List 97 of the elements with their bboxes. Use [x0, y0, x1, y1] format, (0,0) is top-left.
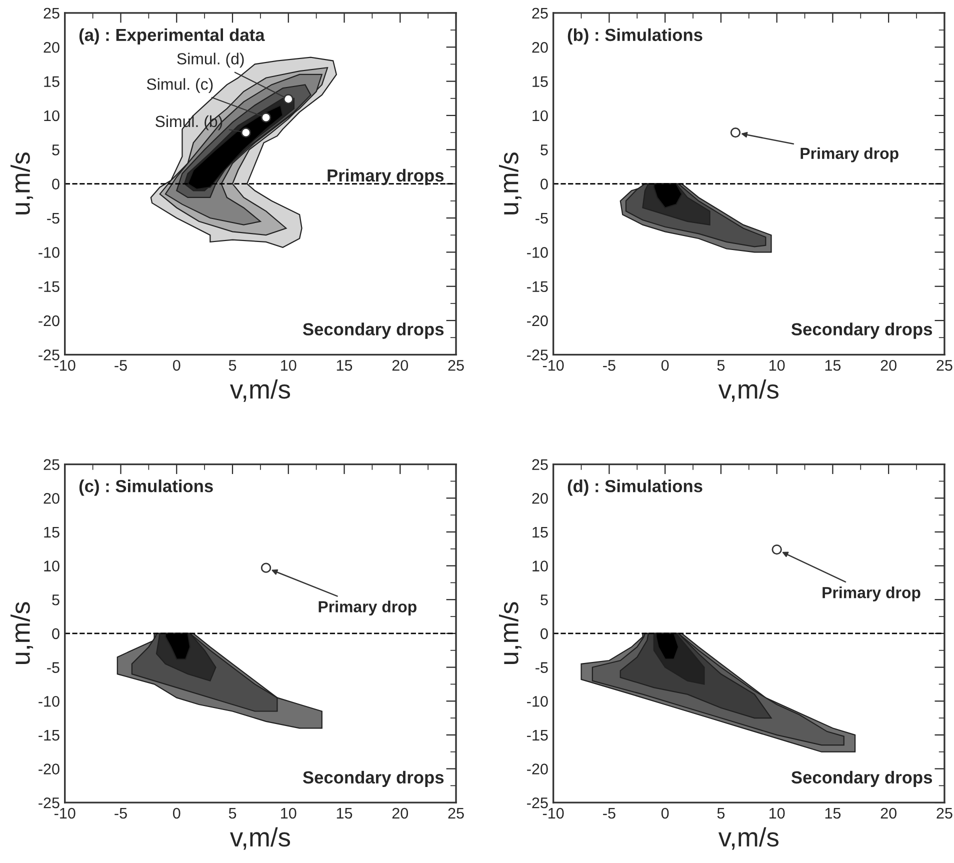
y-tick-label: 5 [540, 594, 548, 606]
x-axis-title: v,m/s [230, 379, 290, 402]
y-tick-label: -20 [38, 315, 60, 326]
annotation: Primary drops [328, 168, 444, 186]
y-tick-label: -10 [38, 696, 60, 707]
x-tick-label: 5 [717, 360, 725, 371]
y-tick-label: -15 [38, 730, 60, 741]
y-tick-label: -15 [527, 281, 548, 292]
y-tick-label: -25 [38, 350, 60, 360]
y-tick-label: 0 [540, 628, 548, 640]
y-tick-label: 20 [532, 492, 548, 504]
x-tick-label: -5 [114, 360, 127, 371]
y-tick-label: 10 [44, 560, 60, 572]
y-tick-label: 0 [52, 628, 60, 640]
annotation: Primary drop [318, 600, 416, 616]
y-tick-label: -20 [527, 764, 548, 774]
y-tick-label: 5 [540, 144, 548, 156]
x-tick-label: 5 [717, 808, 725, 819]
y-tick-label: 25 [532, 459, 548, 470]
y-axis-title: u,m/s [499, 602, 522, 664]
x-tick-label: 15 [336, 808, 352, 819]
y-tick-label: 25 [44, 8, 60, 19]
point [260, 112, 272, 123]
x-tick-label: 10 [281, 808, 296, 819]
y-tick-label: -20 [527, 315, 548, 326]
x-tick-label: 5 [228, 360, 236, 371]
y-tick-label: -5 [47, 213, 60, 224]
point [283, 94, 294, 104]
y-tick-label: 0 [52, 178, 60, 190]
x-tick-label: 20 [880, 360, 896, 371]
x-axis-title: v,m/s [718, 379, 778, 402]
y-tick-label: 10 [44, 110, 60, 122]
y-tick-label: 25 [532, 8, 548, 19]
x-tick-label: 5 [228, 808, 236, 819]
y-tick-label: 20 [532, 42, 548, 53]
x-tick-label: 20 [392, 360, 408, 371]
x-tick-label: 20 [392, 808, 408, 819]
annotation: Primary drop [800, 147, 898, 162]
y-tick-label: -10 [527, 247, 548, 258]
x-tick-label: 25 [936, 808, 952, 819]
x-axis-title: v,m/s [718, 827, 778, 850]
x-tick-label: 20 [880, 808, 896, 819]
x-tick-label: -5 [603, 808, 616, 819]
y-tick-label: 20 [44, 492, 60, 504]
x-tick-label: 10 [281, 360, 296, 371]
y-axis-title: u,m/s [10, 602, 34, 664]
y-tick-label: -15 [38, 281, 60, 292]
y-tick-label: 25 [44, 459, 60, 470]
annotation: Simul. (d) [177, 52, 244, 68]
x-tick-label: 15 [825, 360, 841, 371]
annotation: Simul. (c) [146, 78, 213, 94]
y-tick-label: -5 [47, 662, 60, 673]
y-tick-label: -20 [38, 764, 60, 774]
y-tick-label: -25 [527, 797, 548, 808]
text: (a) : Experimental data [79, 28, 265, 45]
x-tick-label: -5 [603, 360, 616, 371]
annotation: Secondary drops [791, 322, 932, 339]
y-tick-label: 15 [532, 526, 548, 538]
y-tick-label: -25 [38, 797, 60, 808]
x-tick-label: -5 [114, 808, 127, 819]
y-tick-label: -10 [38, 247, 60, 258]
text: (c) : Simulations [79, 480, 213, 496]
y-axis-title: u,m/s [499, 152, 522, 214]
y-tick-label: -15 [527, 730, 548, 741]
y-tick-label: 15 [44, 526, 60, 538]
y-tick-label: 5 [52, 144, 60, 156]
point [240, 127, 251, 138]
y-tick-label: -5 [536, 662, 548, 673]
text: (d) : Simulations [568, 480, 702, 496]
y-tick-label: 15 [532, 76, 548, 87]
x-tick-label: 25 [448, 360, 464, 371]
x-tick-label: 15 [825, 808, 841, 819]
y-tick-label: -10 [527, 696, 548, 707]
annotation: Primary drop [822, 586, 920, 602]
text: (b) : Simulations [568, 28, 702, 45]
x-tick-label: 0 [172, 808, 180, 819]
x-tick-label: 0 [172, 360, 180, 371]
x-tick-label: 15 [336, 360, 352, 371]
x-tick-label: 10 [770, 808, 785, 819]
y-tick-label: 10 [532, 560, 548, 572]
y-axis-title: u,m/s [10, 152, 34, 214]
y-tick-label: 0 [540, 178, 548, 190]
y-tick-label: -5 [536, 213, 548, 224]
y-tick-label: 5 [52, 594, 60, 606]
x-tick-label: 0 [661, 360, 669, 371]
x-tick-label: 10 [770, 360, 785, 371]
y-tick-label: 20 [44, 42, 60, 53]
x-tick-label: 25 [448, 808, 464, 819]
y-tick-label: 15 [44, 76, 60, 87]
y-tick-label: -25 [527, 350, 548, 360]
x-axis-title: v,m/s [230, 827, 290, 850]
x-tick-label: 25 [936, 360, 952, 371]
annotation: Secondary drops [302, 770, 444, 787]
x-tick-label: 0 [661, 808, 669, 819]
annotation: Secondary drops [302, 322, 444, 339]
annotation: Secondary drops [791, 770, 932, 787]
y-tick-label: 10 [532, 110, 548, 122]
